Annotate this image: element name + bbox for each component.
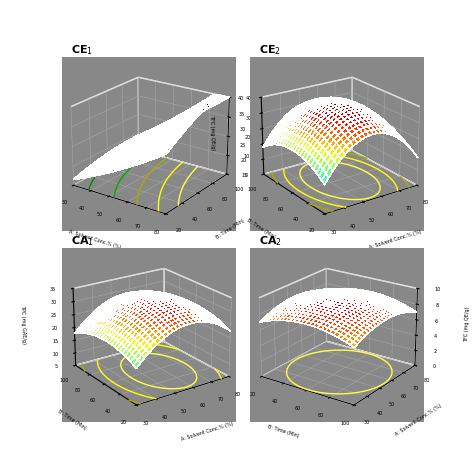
Text: CA$_2$: CA$_2$ <box>259 234 282 248</box>
Y-axis label: A: Solvent Conc.% (%): A: Solvent Conc.% (%) <box>394 403 442 437</box>
Text: CA$_1$: CA$_1$ <box>71 234 94 248</box>
X-axis label: B: Time (Min): B: Time (Min) <box>266 424 299 438</box>
X-axis label: A: Solvent Conc.% (%): A: Solvent Conc.% (%) <box>181 421 234 442</box>
Y-axis label: B: Time (Min): B: Time (Min) <box>246 218 276 240</box>
Y-axis label: B: Time (Min): B: Time (Min) <box>215 218 245 240</box>
X-axis label: A: Solvent Conc.% (%): A: Solvent Conc.% (%) <box>369 229 422 250</box>
Text: CE$_2$: CE$_2$ <box>259 43 281 57</box>
X-axis label: A: Solvent Conc.% (%): A: Solvent Conc.% (%) <box>68 229 121 250</box>
Y-axis label: B: Time (Min): B: Time (Min) <box>57 409 88 431</box>
Text: CE$_1$: CE$_1$ <box>71 43 93 57</box>
